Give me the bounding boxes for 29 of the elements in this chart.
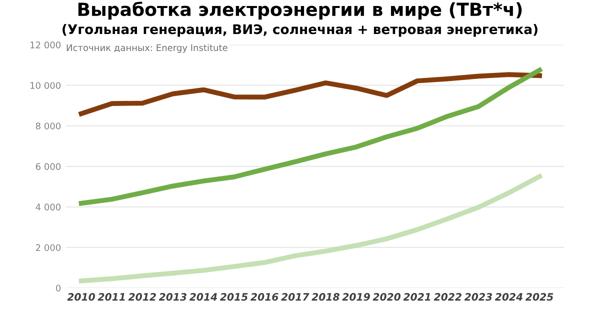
- line-series: [78, 72, 542, 116]
- x-tick-label: 2013: [158, 293, 186, 301]
- x-tick-label: 2024: [494, 293, 522, 301]
- line-series: [78, 68, 542, 206]
- x-tick-label: 2015: [220, 293, 248, 301]
- x-tick-label: 2017: [281, 293, 310, 301]
- x-tick-label: 2018: [312, 293, 340, 301]
- annotation: Источник данных: Energy Institute: [66, 44, 228, 53]
- x-tick-label: 2022: [434, 293, 462, 301]
- x-tick-label: 2020: [372, 293, 401, 301]
- x-tick-label: 2010: [67, 293, 96, 301]
- x-tick-label: 2011: [98, 293, 125, 301]
- y-tick-label: 0: [56, 284, 61, 292]
- line-series: [78, 174, 542, 284]
- x-tick-label: 2023: [464, 293, 492, 301]
- y-tick-label: 12 000: [30, 42, 61, 48]
- y-tick-label: 2 000: [36, 244, 61, 252]
- y-tick-label: 10 000: [30, 82, 61, 89]
- y-tick-label: 4 000: [36, 204, 61, 210]
- x-tick-label: 2025: [526, 293, 554, 301]
- y-tick-label: 8 000: [36, 122, 61, 130]
- y-tick-label: 6 000: [36, 163, 61, 170]
- x-tick-label: 2021: [403, 293, 430, 301]
- x-tick-label: 2014: [189, 293, 217, 301]
- chart-title: Выработка электроэнергии в мире (ТВт*ч): [78, 2, 522, 20]
- chart-subtitle: (Угольная генерация, ВИЭ, солнечная + ветровая энергетика): [62, 24, 538, 37]
- x-tick-label: 2019: [342, 293, 370, 301]
- x-tick-label: 2016: [250, 293, 278, 301]
- x-tick-label: 2012: [128, 293, 156, 301]
